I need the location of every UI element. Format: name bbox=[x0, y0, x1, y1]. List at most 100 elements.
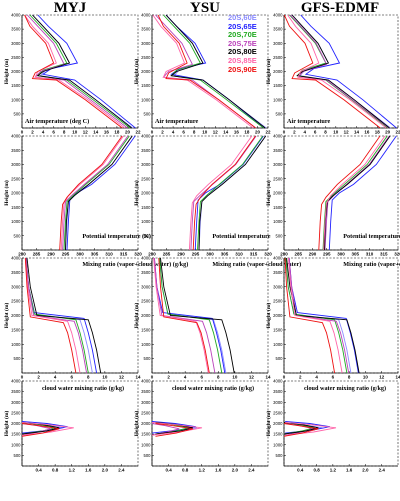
x-tick-label: 295 bbox=[323, 252, 331, 257]
y-tick-label: 3500 bbox=[141, 270, 151, 275]
y-axis-label: Height (m) bbox=[3, 59, 10, 85]
y-tick-label: 2500 bbox=[141, 176, 151, 181]
series-line-20s65e bbox=[37, 14, 136, 129]
x-tick-label: 6 bbox=[200, 375, 203, 380]
panel-myj-row0: 0 2 4 6 8 10 12 14 16 18 20 22 500 1000 1500 2000 2500 30… bbox=[3, 13, 141, 135]
y-tick-label: 1000 bbox=[141, 442, 151, 447]
y-tick-label: 4000 bbox=[273, 256, 283, 261]
y-tick-label: 1000 bbox=[11, 219, 21, 224]
series-line-20s80e bbox=[165, 14, 266, 129]
x-tick-label: 0 bbox=[21, 375, 24, 380]
y-tick-label: 1000 bbox=[273, 97, 283, 102]
y-tick-label: 1000 bbox=[11, 97, 21, 102]
y-tick-label: 1500 bbox=[11, 327, 21, 332]
y-tick-label: 4000 bbox=[11, 379, 21, 384]
y-tick-label: 500 bbox=[14, 111, 22, 116]
y-tick-label: 3500 bbox=[11, 27, 21, 32]
x-tick-label: 280 bbox=[148, 252, 156, 257]
y-tick-label: 4000 bbox=[141, 13, 151, 18]
x-tick-label: 12 bbox=[249, 375, 255, 380]
x-tick-label: 300 bbox=[337, 252, 345, 257]
y-tick-label: 3000 bbox=[273, 162, 283, 167]
x-tick-label: 12 bbox=[379, 375, 385, 380]
x-tick-label: 1.6 bbox=[346, 468, 353, 473]
series-line-20s80e bbox=[286, 257, 360, 374]
y-axis-label: Height (m) bbox=[265, 180, 272, 206]
x-tick-label: 8 bbox=[324, 130, 327, 135]
series-line-20s70e bbox=[29, 14, 131, 129]
y-tick-label: 1500 bbox=[273, 83, 283, 88]
panel-annotation: Air temperature bbox=[287, 118, 330, 125]
y-tick-label: 3500 bbox=[11, 389, 21, 394]
y-tick-label: 3500 bbox=[273, 270, 283, 275]
series-line-20s75e bbox=[155, 14, 256, 129]
x-tick-label: 4 bbox=[303, 130, 306, 135]
panel-annotation: Potential temperature (K) bbox=[82, 233, 151, 240]
series-line-20s70e bbox=[163, 14, 264, 129]
panel-annotation: Mixing ratio (vapor+cloud water) bbox=[343, 261, 400, 268]
panel-frame bbox=[21, 14, 139, 129]
x-tick-label: 4 bbox=[42, 130, 45, 135]
y-tick-label: 3500 bbox=[141, 27, 151, 32]
panel-gfs-edmf-row3: 0.4 0.8 1.2 1.6 2.0 2.4 500 1000 1500 2000 2500 300… bbox=[265, 379, 399, 473]
y-tick-label: 500 bbox=[14, 356, 22, 361]
x-tick-label: 2 bbox=[167, 375, 170, 380]
x-tick-label: 22 bbox=[265, 130, 271, 135]
legend: 20S,60E 20S,65E 20S,70E 20S,75E 20S,80E … bbox=[228, 13, 257, 74]
x-tick-label: 290 bbox=[47, 252, 55, 257]
x-tick-label: 16 bbox=[234, 130, 240, 135]
y-tick-label: 4000 bbox=[11, 134, 21, 139]
x-tick-label: 4 bbox=[315, 375, 318, 380]
x-tick-label: 22 bbox=[395, 130, 400, 135]
series-line-20s90e bbox=[24, 14, 123, 129]
x-tick-label: 2 bbox=[31, 130, 34, 135]
x-tick-label: 2.0 bbox=[362, 468, 369, 473]
series-line-20s80e bbox=[283, 421, 319, 435]
x-tick-label: 4 bbox=[184, 375, 187, 380]
series-line-20s80e bbox=[32, 14, 132, 129]
y-tick-label: 2500 bbox=[11, 299, 21, 304]
panel-myj-row3: 0.4 0.8 1.2 1.6 2.0 2.4 500 1000 1500 2000 2500 300… bbox=[3, 379, 139, 473]
y-tick-label: 3000 bbox=[273, 41, 283, 46]
panel-ysu-row3: 0.4 0.8 1.2 1.6 2.0 2.4 500 1000 1500 2000 2500 300… bbox=[133, 379, 269, 473]
y-tick-label: 500 bbox=[144, 453, 152, 458]
x-tick-label: 6 bbox=[332, 375, 335, 380]
x-tick-label: 12 bbox=[119, 375, 125, 380]
column-title-ysu: YSU bbox=[189, 0, 220, 16]
y-tick-label: 3000 bbox=[141, 41, 151, 46]
y-tick-label: 1000 bbox=[273, 342, 283, 347]
series-line-20s70e bbox=[289, 14, 389, 129]
x-tick-label: 12 bbox=[83, 130, 89, 135]
x-tick-label: 280 bbox=[280, 252, 288, 257]
x-tick-label: 320 bbox=[264, 252, 272, 257]
x-tick-label: 305 bbox=[221, 252, 229, 257]
series-line-20s75e bbox=[153, 257, 216, 374]
x-tick-label: 14 bbox=[93, 130, 99, 135]
x-tick-label: 0 bbox=[151, 375, 154, 380]
y-tick-label: 1500 bbox=[11, 205, 21, 210]
x-tick-label: 4 bbox=[54, 375, 57, 380]
series-line-20s80e bbox=[291, 14, 390, 129]
x-tick-label: 315 bbox=[380, 252, 388, 257]
series-line-20s65e bbox=[194, 135, 264, 251]
series-line-20s90e bbox=[24, 257, 77, 374]
series-line-20s85e bbox=[152, 14, 254, 129]
x-tick-label: 8 bbox=[63, 130, 66, 135]
column-title-myj: MYJ bbox=[53, 0, 87, 16]
y-tick-label: 2500 bbox=[273, 299, 283, 304]
series-line-20s90e bbox=[318, 135, 381, 251]
y-tick-label: 2000 bbox=[141, 313, 151, 318]
series-line-20s75e bbox=[190, 135, 257, 251]
x-tick-label: 8 bbox=[193, 130, 196, 135]
x-tick-label: 0.4 bbox=[35, 468, 42, 473]
x-tick-label: 20 bbox=[125, 130, 131, 135]
y-tick-label: 3500 bbox=[273, 27, 283, 32]
y-tick-label: 1500 bbox=[273, 205, 283, 210]
x-tick-label: 6 bbox=[52, 130, 55, 135]
y-tick-label: 3000 bbox=[141, 162, 151, 167]
y-tick-label: 2000 bbox=[141, 69, 151, 74]
y-tick-label: 4000 bbox=[141, 379, 151, 384]
panel-myj-row1: 280 285 290 295 300 305 310 315 320 500 1000 1500 20… bbox=[3, 134, 151, 257]
y-tick-label: 2500 bbox=[273, 176, 283, 181]
x-tick-label: 4 bbox=[172, 130, 175, 135]
